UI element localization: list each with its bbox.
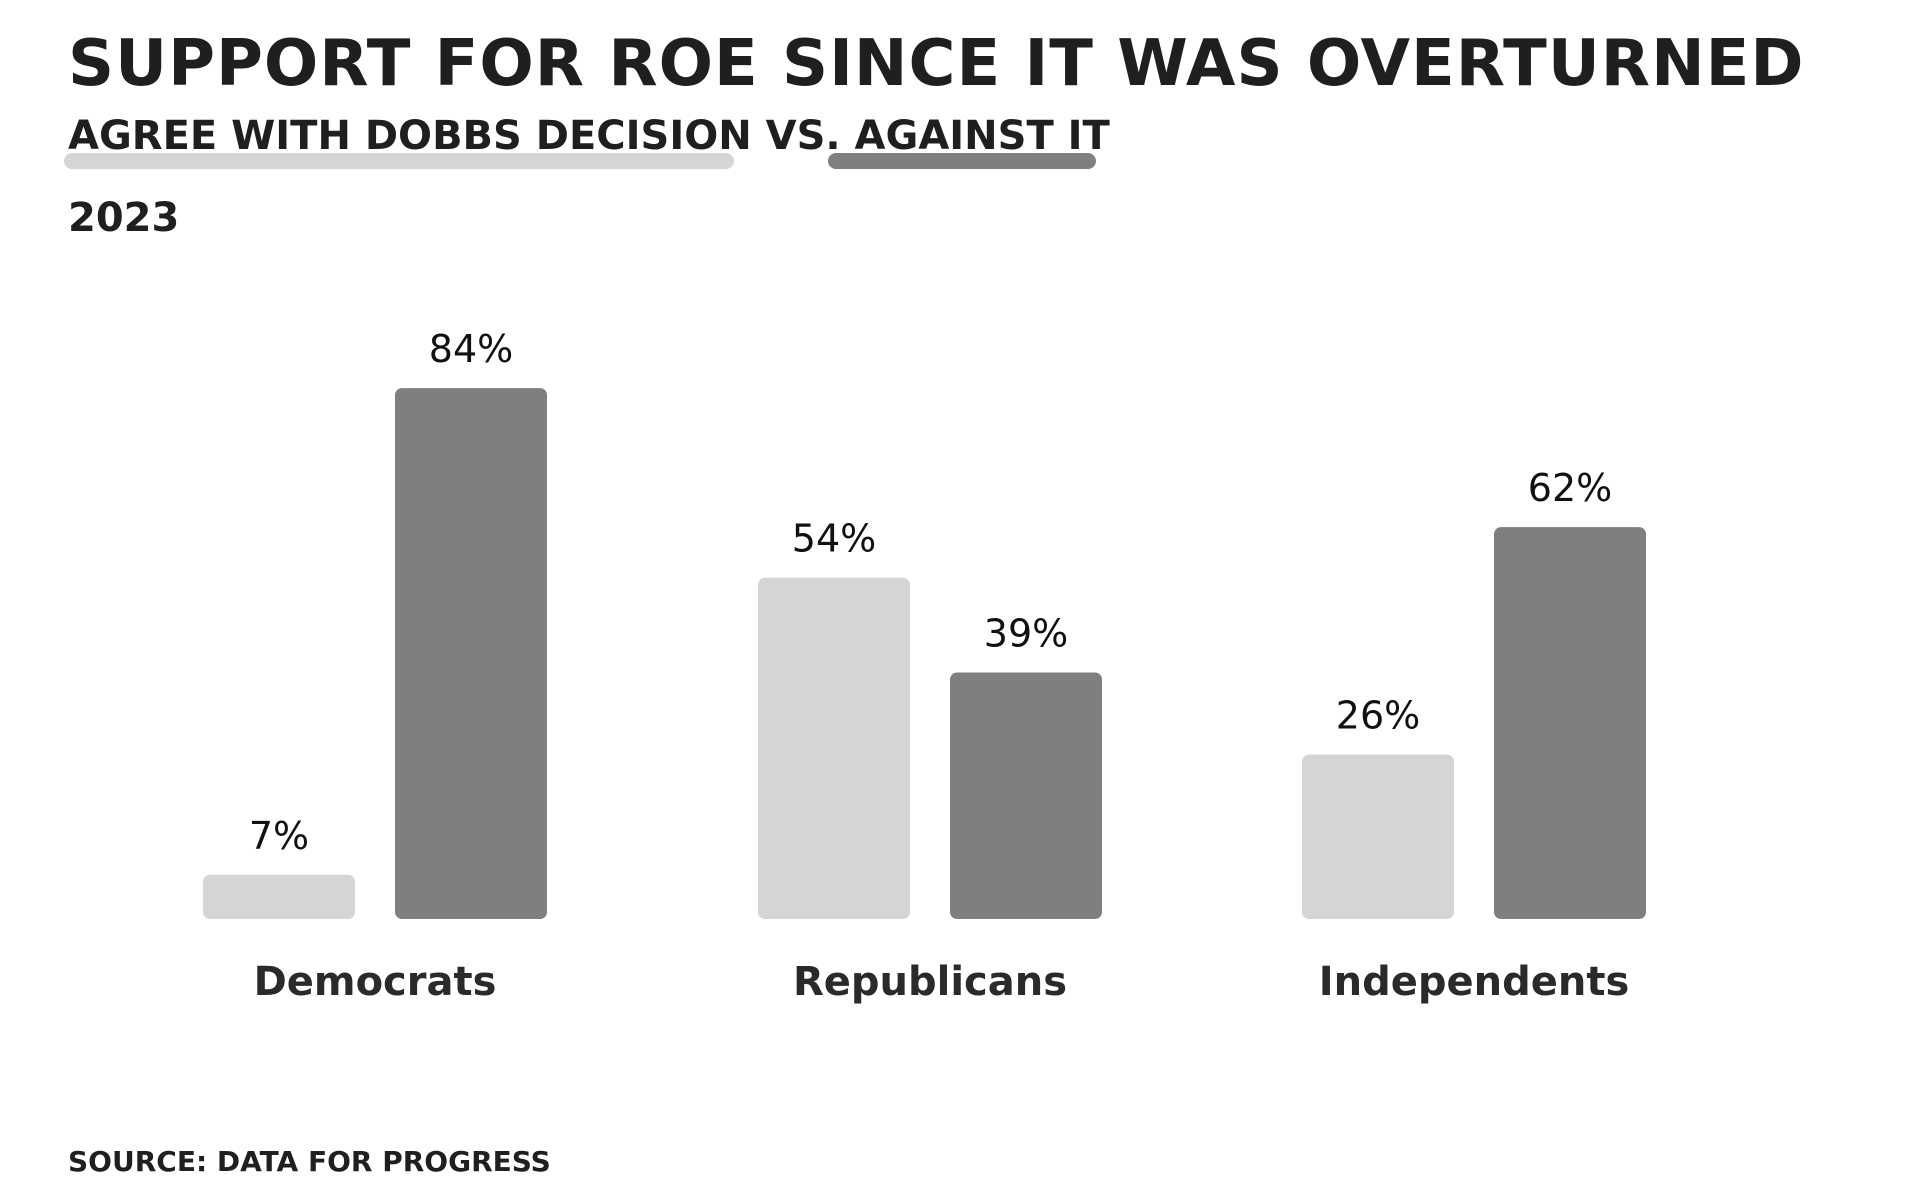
chart-year: 2023 bbox=[68, 195, 180, 241]
data-label-independents-against: 62% bbox=[1528, 466, 1612, 510]
bar-democrats-against bbox=[395, 388, 547, 919]
bar-independents-against bbox=[1494, 527, 1646, 919]
chart-subtitle: AGREE WITH DOBBS DECISION VS. AGAINST IT bbox=[64, 108, 1110, 169]
chart-title: SUPPORT FOR ROE SINCE IT WAS OVERTURNED bbox=[68, 27, 1805, 101]
bar-independents-agree bbox=[1302, 754, 1454, 919]
source-note: SOURCE: DATA FOR PROGRESS bbox=[68, 1145, 551, 1178]
data-label-republicans-against: 39% bbox=[984, 612, 1068, 656]
agree-legend-underline bbox=[64, 153, 734, 169]
category-label-independents: Independents bbox=[1319, 959, 1630, 1005]
category-label-republicans: Republicans bbox=[793, 959, 1067, 1005]
data-label-republicans-agree: 54% bbox=[792, 517, 876, 561]
legend-against-label: AGAINST IT bbox=[854, 113, 1110, 159]
data-label-independents-agree: 26% bbox=[1336, 694, 1420, 738]
category-label-democrats: Democrats bbox=[254, 959, 497, 1005]
data-label-democrats-against: 84% bbox=[429, 327, 513, 371]
bar-republicans-against bbox=[950, 672, 1102, 919]
legend-agree-label: AGREE WITH DOBBS DECISION bbox=[68, 113, 752, 159]
data-label-democrats-agree: 7% bbox=[249, 814, 309, 858]
against-legend-underline bbox=[828, 153, 1096, 169]
legend-separator: VS. bbox=[751, 113, 855, 159]
bar-republicans-agree bbox=[758, 577, 910, 919]
bar-democrats-agree bbox=[203, 874, 355, 919]
